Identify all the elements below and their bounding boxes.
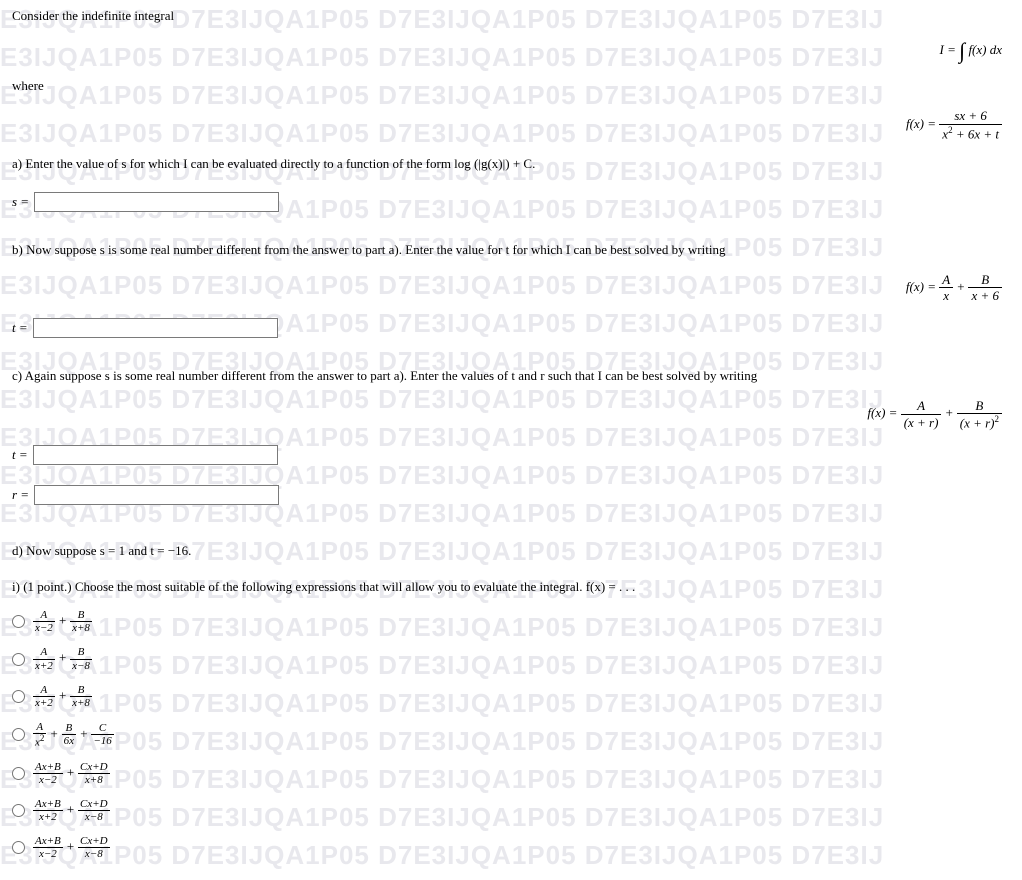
intro-text: Consider the indefinite integral xyxy=(12,8,1010,24)
eq-pf1: f(x) = A x + B x + 6 xyxy=(12,272,1010,304)
eq-fx-main: f(x) = sx + 6 x2 + 6x + t xyxy=(12,108,1010,142)
part-c-text: c) Again suppose s is some real number d… xyxy=(12,368,1010,384)
fx-label: f(x) = xyxy=(906,279,939,294)
option-1: Ax−2 + Bx+8 xyxy=(12,609,1010,634)
frac-den: x2 + 6x + t xyxy=(939,125,1002,142)
part-i-text: i) (1 point.) Choose the most suitable o… xyxy=(12,579,1010,595)
part-d-text: d) Now suppose s = 1 and t = −16. xyxy=(12,543,1010,559)
eq-pf2: f(x) = A (x + r) + B (x + r)2 xyxy=(12,398,1010,432)
input-row-t2: t = xyxy=(12,445,278,465)
option-4: Ax2 + B6x + C−16 xyxy=(12,721,1010,749)
option-2: Ax+2 + Bx−8 xyxy=(12,646,1010,671)
option-4-radio[interactable] xyxy=(12,728,25,741)
where-text: where xyxy=(12,78,1010,94)
t-input-2[interactable] xyxy=(33,445,278,465)
option-7: Ax+Bx−2 + Cx+Dx−8 xyxy=(12,835,1010,860)
option-5-radio[interactable] xyxy=(12,767,25,780)
fx-label: f(x) = xyxy=(867,405,900,420)
option-3: Ax+2 + Bx+8 xyxy=(12,684,1010,709)
eq-I-lhs: I = xyxy=(940,42,960,57)
option-1-radio[interactable] xyxy=(12,615,25,628)
s-label: s = xyxy=(12,194,29,210)
t-label: t = xyxy=(12,320,28,336)
part-b-text: b) Now suppose s is some real number dif… xyxy=(12,242,1010,258)
t-label: t = xyxy=(12,447,28,463)
option-2-radio[interactable] xyxy=(12,653,25,666)
fx-label: f(x) = xyxy=(906,116,939,131)
r-input[interactable] xyxy=(34,485,279,505)
option-3-radio[interactable] xyxy=(12,690,25,703)
input-row-t1: t = xyxy=(12,318,278,338)
t-input-1[interactable] xyxy=(33,318,278,338)
input-row-r: r = xyxy=(12,485,279,505)
eq-integral: I = ∫ f(x) dx xyxy=(12,38,1010,64)
frac-num: sx + 6 xyxy=(939,108,1002,125)
option-5: Ax+Bx−2 + Cx+Dx+8 xyxy=(12,761,1010,786)
eq-I-rhs: f(x) dx xyxy=(965,42,1002,57)
option-6-radio[interactable] xyxy=(12,804,25,817)
option-7-radio[interactable] xyxy=(12,841,25,854)
part-a-text: a) Enter the value of s for which I can … xyxy=(12,156,1010,172)
option-6: Ax+Bx+2 + Cx+Dx−8 xyxy=(12,798,1010,823)
input-row-s: s = xyxy=(12,192,279,212)
s-input[interactable] xyxy=(34,192,279,212)
r-label: r = xyxy=(12,487,29,503)
